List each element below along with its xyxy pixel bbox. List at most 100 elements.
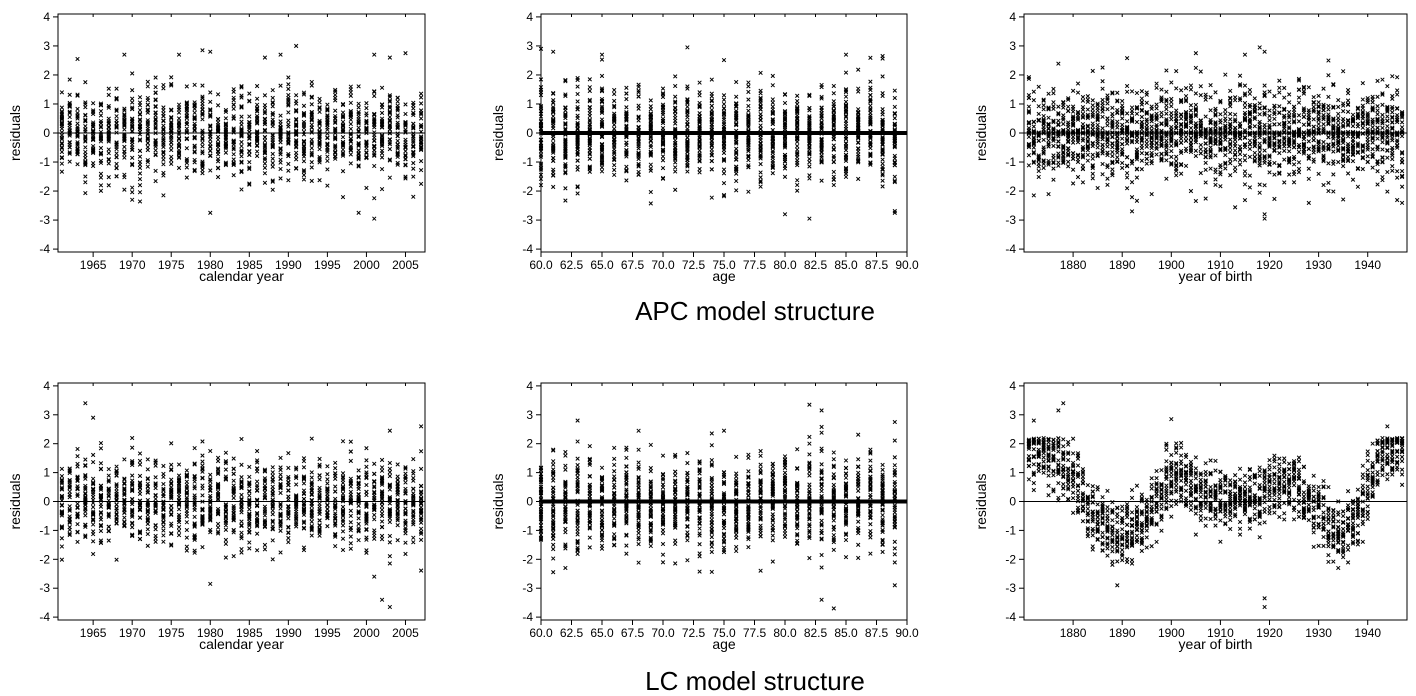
data-point	[795, 155, 800, 160]
data-point	[1365, 140, 1370, 145]
data-point	[176, 123, 182, 128]
data-point	[807, 216, 812, 221]
data-point	[660, 158, 666, 163]
data-point	[254, 120, 260, 126]
data-point	[231, 162, 236, 167]
y-tick-label: 0	[1009, 126, 1016, 140]
data-point	[1262, 183, 1267, 188]
data-point	[254, 143, 260, 149]
data-point	[145, 140, 150, 146]
data-point	[114, 166, 119, 171]
data-point	[137, 129, 143, 135]
data-point	[880, 74, 885, 79]
data-point	[122, 122, 127, 128]
data-point	[1100, 137, 1105, 142]
data-point	[575, 113, 580, 118]
data-point	[1282, 85, 1287, 91]
data-point	[309, 79, 314, 85]
data-point	[746, 108, 751, 113]
data-point	[1306, 200, 1311, 206]
data-point	[1286, 109, 1292, 115]
data-point	[114, 97, 119, 102]
data-point	[294, 43, 299, 49]
data-point	[624, 91, 629, 96]
data-point	[239, 105, 244, 110]
data-point	[340, 169, 346, 174]
data-point	[184, 101, 189, 106]
data-point	[161, 150, 166, 156]
data-point	[1075, 90, 1081, 95]
data-point	[98, 183, 104, 188]
data-point	[1331, 161, 1336, 167]
data-point	[1080, 94, 1086, 100]
data-point	[831, 99, 836, 104]
data-point	[1267, 89, 1272, 94]
data-point	[184, 160, 189, 166]
data-point	[1080, 111, 1086, 116]
data-point	[734, 101, 739, 106]
data-point	[1247, 154, 1253, 160]
data-point	[161, 173, 166, 178]
data-point	[192, 135, 197, 140]
data-point	[1046, 134, 1051, 140]
data-point	[1360, 166, 1365, 172]
data-point	[1169, 143, 1174, 149]
y-tick-label: -4	[522, 242, 533, 256]
data-point	[325, 135, 330, 140]
data-point	[721, 171, 727, 176]
data-point	[1355, 184, 1361, 189]
data-point	[1144, 119, 1149, 124]
data-point	[1296, 160, 1302, 165]
data-point	[325, 183, 330, 188]
data-point	[1174, 158, 1179, 164]
data-point	[1124, 186, 1130, 191]
x-tick-label: 1995	[314, 258, 341, 272]
data-point	[130, 71, 135, 76]
data-point	[660, 86, 666, 91]
data-point	[1380, 102, 1385, 107]
data-point	[215, 120, 221, 125]
data-point	[1262, 122, 1267, 128]
data-point	[153, 104, 158, 110]
data-point	[1326, 103, 1331, 109]
data-point	[1105, 144, 1110, 149]
data-point	[114, 86, 119, 91]
data-point	[98, 108, 104, 114]
data-point	[286, 178, 291, 183]
data-point	[130, 190, 135, 195]
data-point	[1159, 151, 1164, 156]
data-point	[223, 136, 229, 141]
data-point	[67, 150, 72, 155]
data-point	[59, 113, 65, 118]
data-point	[122, 112, 127, 117]
data-point	[67, 92, 72, 97]
data-point	[1257, 163, 1262, 168]
data-point	[75, 56, 80, 62]
data-point	[685, 135, 690, 140]
data-point	[286, 82, 291, 87]
data-point	[98, 135, 104, 140]
data-point	[1178, 88, 1184, 93]
data-point	[223, 161, 229, 167]
data-point	[1129, 105, 1135, 110]
data-point	[1272, 196, 1277, 202]
data-point	[161, 105, 166, 110]
y-tick-label: -3	[39, 213, 50, 227]
data-point	[721, 117, 727, 122]
data-point	[1120, 136, 1125, 141]
data-point	[239, 114, 244, 119]
data-point	[231, 173, 236, 178]
data-point	[587, 77, 592, 82]
y-tick-label: 1	[43, 97, 50, 111]
data-point	[98, 113, 104, 118]
data-point	[1080, 138, 1086, 143]
x-tick-label: 90.0	[895, 258, 919, 272]
data-point	[1105, 123, 1110, 128]
data-point	[1311, 104, 1316, 109]
data-point	[75, 162, 80, 167]
data-point	[1228, 161, 1233, 166]
data-point	[1242, 197, 1248, 203]
data-point	[262, 165, 268, 170]
data-point	[395, 99, 400, 104]
data-point	[411, 194, 416, 199]
